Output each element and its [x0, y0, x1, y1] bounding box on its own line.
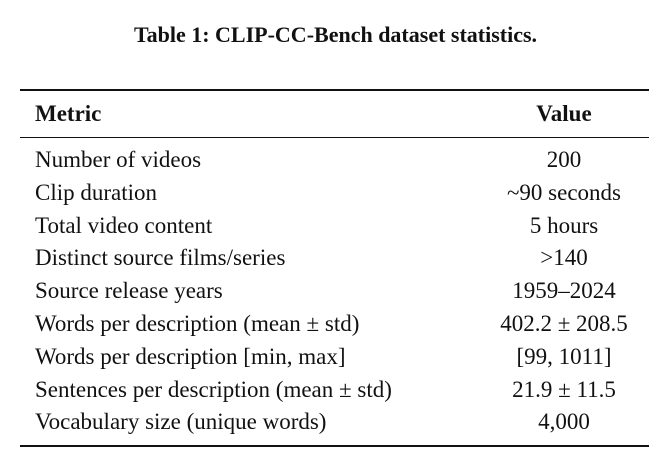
- table-row: Number of videos 200: [20, 138, 649, 177]
- table-row: Vocabulary size (unique words) 4,000: [20, 406, 649, 446]
- table-row: Clip duration ~90 seconds: [20, 177, 649, 210]
- metric-cell: Words per description [min, max]: [35, 343, 346, 369]
- table-row: Source release years 1959–2024: [20, 275, 649, 308]
- metric-cell: Sentences per description (mean ± std): [35, 376, 392, 402]
- value-cell: >140: [540, 245, 588, 271]
- value-cell: 402.2 ± 208.5: [500, 310, 628, 336]
- value-cell: 21.9 ± 11.5: [512, 376, 616, 402]
- value-cell: [99, 1011]: [516, 343, 612, 369]
- table-body: Number of videos 200 Clip duration ~90 seco…: [20, 138, 649, 447]
- table-title: Table 1: CLIP-CC-Bench dataset statistic…: [133, 22, 538, 47]
- metric-cell: Distinct source films/series: [35, 245, 286, 271]
- metric-cell: Vocabulary size (unique words): [35, 409, 327, 435]
- metric-cell: Clip duration: [35, 179, 158, 205]
- table-row: Sentences per description (mean ± std) 21…: [20, 374, 649, 407]
- table-row: Distinct source films/series >140: [20, 242, 649, 275]
- value-cell: 200: [546, 147, 582, 172]
- table-row: Words per description [min, max] [99, 101…: [20, 341, 649, 374]
- stats-table: Metric Value Number of videos 200 Clip dur…: [20, 89, 649, 447]
- value-cell: 5 hours: [529, 212, 599, 238]
- metric-cell: Total video content: [35, 212, 213, 238]
- header-row: Metric Value: [20, 90, 649, 138]
- value-cell: 4,000: [538, 409, 590, 435]
- table-row: Words per description (mean ± std) 402.2 …: [20, 308, 649, 341]
- metric-cell: Words per description (mean ± std): [35, 310, 360, 336]
- header-cell: Value: [536, 101, 592, 126]
- header-cell: Metric: [35, 101, 102, 126]
- table-row: Total video content 5 hours: [20, 210, 649, 243]
- metric-cell: Number of videos: [35, 147, 202, 172]
- value-cell: 1959–2024: [512, 278, 616, 304]
- metric-cell: Source release years: [35, 278, 223, 304]
- value-cell: ~90 seconds: [506, 179, 621, 205]
- table-header: Metric Value: [20, 90, 649, 138]
